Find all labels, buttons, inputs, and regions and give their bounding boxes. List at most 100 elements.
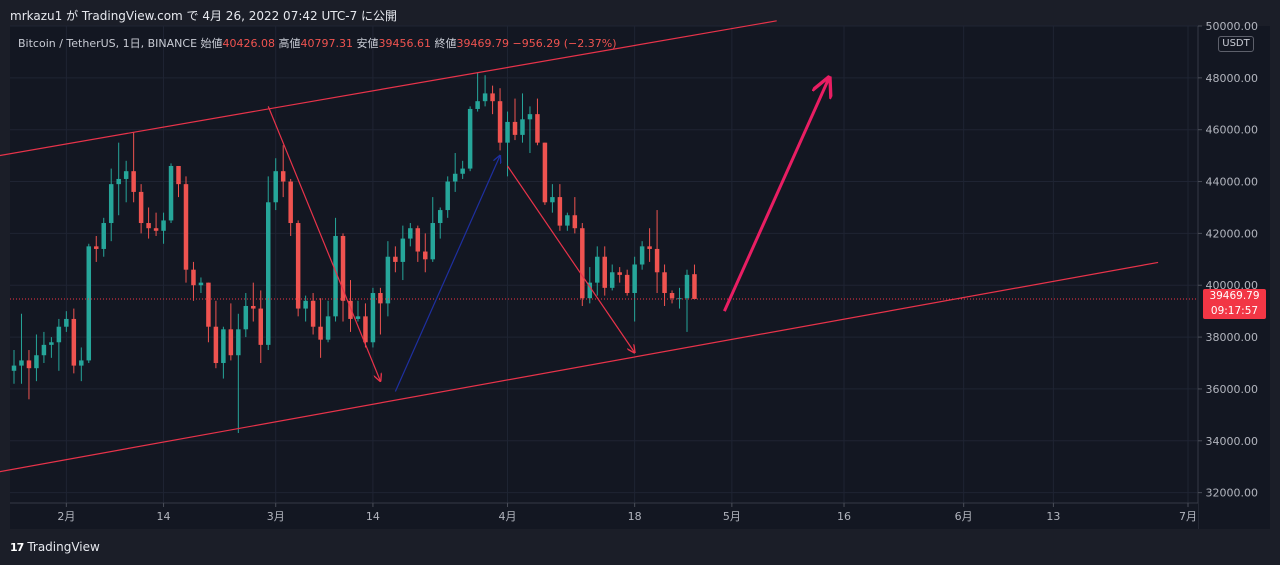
candle-body bbox=[236, 329, 241, 356]
publish-info: mrkazu1 が TradingView.com で 4月 26, 2022 … bbox=[10, 9, 398, 23]
candle-body bbox=[138, 191, 144, 224]
candle-body bbox=[131, 171, 136, 192]
candle-body bbox=[475, 101, 480, 109]
trend-arrow bbox=[394, 156, 500, 392]
candle-body bbox=[168, 165, 174, 221]
time-tick-label: 13 bbox=[1046, 510, 1060, 523]
candle-body bbox=[490, 93, 495, 102]
price-tick-label: 36000.00 bbox=[1206, 383, 1259, 396]
candle-body bbox=[280, 171, 286, 182]
candle-body bbox=[228, 329, 234, 356]
candle-body bbox=[550, 197, 555, 203]
candle-body bbox=[273, 171, 278, 203]
trend-arrow bbox=[267, 106, 380, 381]
candle-body bbox=[542, 142, 548, 203]
price-tick-label: 44000.00 bbox=[1206, 176, 1259, 189]
candle-body bbox=[26, 360, 32, 369]
last-price-label: 39469.79 09:17:57 bbox=[1203, 289, 1266, 319]
candle-body bbox=[333, 235, 338, 317]
candle-body bbox=[385, 256, 391, 304]
candle-body bbox=[49, 342, 54, 345]
time-tick-label: 5月 bbox=[723, 510, 741, 523]
candle-body bbox=[191, 269, 196, 286]
time-tick-label: 14 bbox=[366, 510, 380, 523]
time-tick-label: 4月 bbox=[499, 510, 517, 523]
candle-body bbox=[19, 360, 24, 366]
candle-body bbox=[654, 248, 660, 273]
candle-body bbox=[318, 326, 323, 340]
bar-countdown: 09:17:57 bbox=[1210, 305, 1259, 317]
candle-body bbox=[153, 228, 159, 231]
candle-body bbox=[243, 305, 249, 330]
time-tick-label: 16 bbox=[837, 510, 851, 523]
candle-body bbox=[94, 246, 99, 249]
candle-body bbox=[423, 251, 428, 260]
candle-body bbox=[86, 246, 92, 361]
candle-body bbox=[11, 365, 17, 371]
candle-body bbox=[265, 202, 271, 345]
symbol-label: Bitcoin / TetherUS, 1日, BINANCE bbox=[18, 37, 198, 50]
candle-body bbox=[505, 121, 510, 143]
candle-body bbox=[452, 173, 458, 182]
candle-body bbox=[310, 300, 316, 327]
time-tick-label: 18 bbox=[628, 510, 642, 523]
candle-body bbox=[692, 274, 697, 299]
channel-trendline bbox=[0, 261, 1159, 473]
candle-body bbox=[557, 197, 563, 226]
candle-body bbox=[64, 318, 69, 327]
candle-body bbox=[251, 305, 256, 309]
open-value: 40426.08 bbox=[222, 37, 276, 50]
price-tick-label: 32000.00 bbox=[1206, 487, 1259, 500]
candle-body bbox=[146, 223, 151, 229]
candle-body bbox=[116, 178, 121, 185]
candle-body bbox=[161, 220, 166, 231]
candle-body bbox=[206, 282, 211, 327]
currency-unit-badge[interactable]: USDT bbox=[1218, 36, 1254, 52]
candle-body bbox=[108, 184, 114, 224]
time-tick-label: 2月 bbox=[57, 510, 75, 523]
candle-body bbox=[527, 114, 533, 120]
candle-body bbox=[221, 329, 226, 364]
candle-body bbox=[609, 272, 615, 288]
candle-body bbox=[176, 165, 181, 185]
price-tick-label: 48000.00 bbox=[1206, 72, 1259, 85]
candle-body bbox=[340, 235, 346, 301]
candle-body bbox=[355, 316, 361, 319]
change-value: −956.29 (−2.37%) bbox=[512, 37, 617, 50]
time-tick-label: 3月 bbox=[267, 510, 285, 523]
candle-body bbox=[393, 256, 398, 262]
candle-body bbox=[295, 223, 301, 309]
candle-body bbox=[101, 223, 106, 249]
candle-body bbox=[71, 318, 77, 366]
price-axis-panel bbox=[1198, 26, 1270, 529]
publish-header: mrkazu1 が TradingView.com で 4月 26, 2022 … bbox=[0, 0, 1280, 26]
candle-body bbox=[34, 355, 39, 369]
chart-panel[interactable] bbox=[10, 26, 1270, 529]
candle-body bbox=[520, 119, 525, 135]
candle-body bbox=[535, 114, 540, 143]
candle-body bbox=[595, 256, 600, 283]
candle-body bbox=[580, 228, 585, 299]
trend-arrow bbox=[507, 165, 635, 353]
candle-body bbox=[41, 344, 47, 356]
candle-body bbox=[213, 326, 219, 364]
candle-body bbox=[669, 293, 675, 299]
tradingview-footer[interactable]: 17 TradingView bbox=[10, 540, 100, 554]
candle-body bbox=[684, 274, 690, 299]
high-value: 40797.31 bbox=[300, 37, 354, 50]
price-tick-label: 34000.00 bbox=[1206, 435, 1259, 448]
candle-body bbox=[325, 316, 331, 340]
candle-body bbox=[348, 300, 353, 319]
open-label: 始値 bbox=[200, 37, 223, 50]
candle-body bbox=[587, 282, 593, 299]
close-label: 終値 bbox=[434, 37, 457, 50]
candle-body bbox=[445, 181, 450, 211]
forecast-arrow bbox=[723, 78, 829, 312]
candle-body bbox=[565, 215, 570, 226]
candle-body bbox=[572, 215, 578, 229]
candle-body bbox=[602, 256, 607, 288]
low-label: 安値 bbox=[356, 37, 379, 50]
time-tick-label: 14 bbox=[157, 510, 171, 523]
time-tick-label: 7月 bbox=[1179, 510, 1197, 523]
